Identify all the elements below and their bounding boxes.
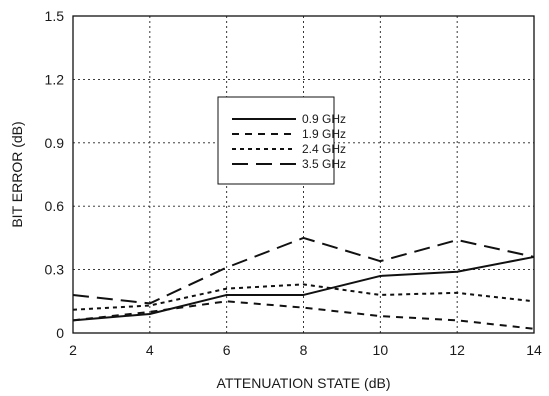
legend-label: 1.9 GHz [302,127,346,141]
legend-label: 3.5 GHz [302,157,346,171]
y-tick-labels: 0 0.3 0.6 0.9 1.2 1.5 [45,8,65,341]
series-line [72,255,535,322]
x-tick-label: 4 [146,342,154,358]
x-axis-title: ATTENUATION STATE (dB) [217,375,391,391]
x-tick-label: 14 [526,342,542,358]
series-line [72,283,535,311]
x-tick-label: 10 [373,342,389,358]
y-tick-label: 1.2 [45,71,65,87]
x-tick-label: 12 [449,342,465,358]
legend-box [217,96,335,185]
series-line [72,236,535,305]
x-tick-label: 2 [69,342,77,358]
legend-label: 0.9 GHz [302,112,346,126]
legend-label: 2.4 GHz [302,142,346,156]
plot-frame [72,15,535,334]
x-tick-labels: 2 4 6 8 10 12 14 [69,342,542,358]
x-tick-label: 8 [300,342,308,358]
series-lines [72,236,535,330]
y-tick-label: 0 [56,325,64,341]
y-tick-label: 0.9 [45,135,65,151]
y-tick-label: 0.3 [45,262,65,278]
x-tick-label: 6 [223,342,231,358]
y-tick-label: 1.5 [45,8,65,24]
y-tick-label: 0.6 [45,198,65,214]
y-axis-title: BIT ERROR (dB) [9,121,25,227]
